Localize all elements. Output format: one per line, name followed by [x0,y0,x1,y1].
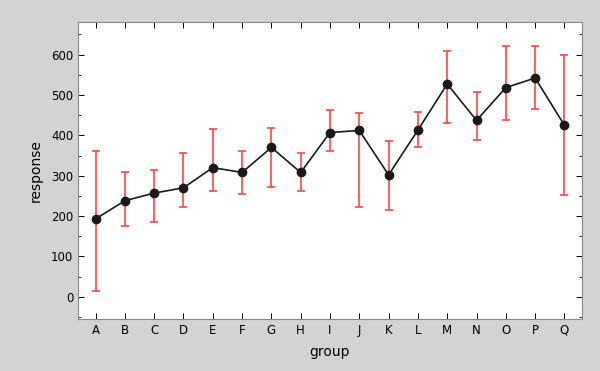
X-axis label: group: group [310,345,350,359]
Y-axis label: response: response [29,139,43,202]
